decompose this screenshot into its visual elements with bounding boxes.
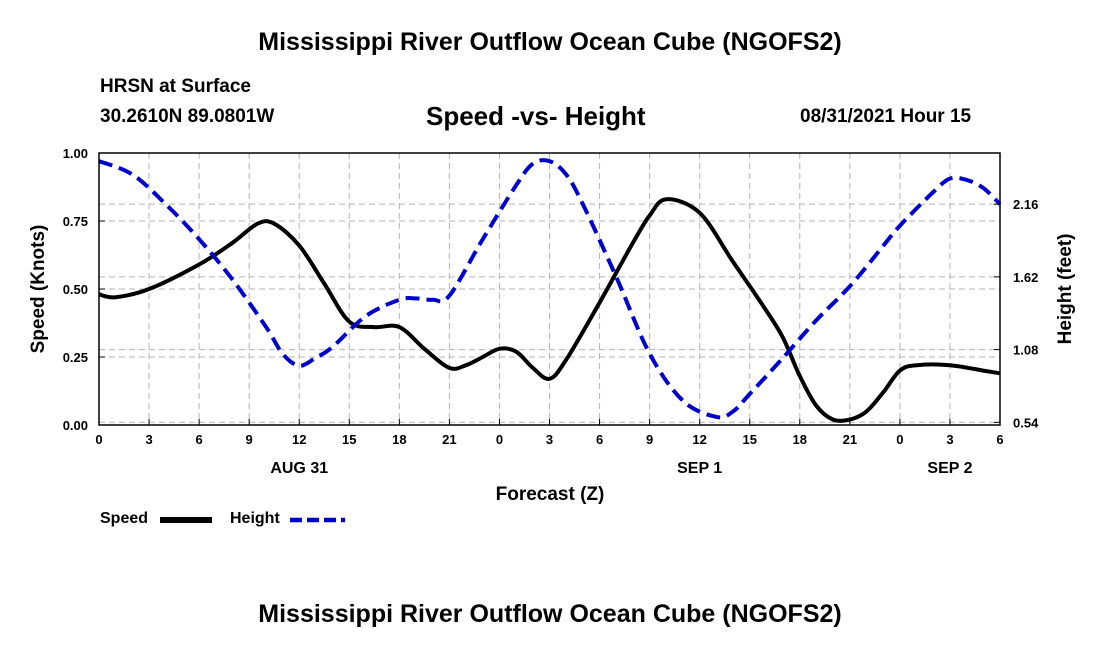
x-tick-label: 3 bbox=[145, 432, 152, 447]
series-group bbox=[98, 158, 1002, 423]
x-axis-label: Forecast (Z) bbox=[496, 484, 605, 505]
series-line-height bbox=[98, 158, 1002, 420]
x-tick-label: 21 bbox=[843, 432, 857, 447]
y2-tick-label: 1.08 bbox=[1013, 343, 1038, 358]
y-tick-label: 1.00 bbox=[63, 146, 88, 161]
page-title-top: Mississippi River Outflow Ocean Cube (NG… bbox=[258, 28, 842, 56]
y-axis-label: Speed (Knots) bbox=[28, 225, 49, 354]
date-label: AUG 31 bbox=[270, 460, 328, 477]
x-tick-label: 12 bbox=[292, 432, 306, 447]
tick-labels: 0 3 6 9 12 15 18 21 0 3 6 9 12 15 18 21 0 3 6 0.00 0.25 0.50 0… bbox=[63, 146, 1039, 477]
x-tick-label: 6 bbox=[996, 432, 1003, 447]
x-tick-label: 3 bbox=[946, 432, 953, 447]
x-tick-label: 21 bbox=[442, 432, 456, 447]
x-tick-label: 18 bbox=[392, 432, 406, 447]
x-tick-label: 15 bbox=[342, 432, 356, 447]
x-tick-label: 6 bbox=[195, 432, 202, 447]
y-tick-label: 0.50 bbox=[63, 282, 88, 297]
x-tick-label: 9 bbox=[646, 432, 653, 447]
legend-speed-swatch bbox=[160, 517, 212, 523]
y2-axis-label: Height (feet) bbox=[1055, 234, 1076, 345]
date-label: SEP 1 bbox=[677, 460, 722, 477]
x-tick-label: 18 bbox=[793, 432, 807, 447]
gridlines bbox=[99, 153, 1000, 425]
chart-title: Speed -vs- Height bbox=[426, 101, 646, 131]
y-tick-label: 0.00 bbox=[63, 418, 88, 433]
timestamp-label: 08/31/2021 Hour 15 bbox=[800, 106, 972, 127]
x-tick-label: 6 bbox=[596, 432, 603, 447]
x-tick-label: 12 bbox=[692, 432, 706, 447]
x-tick-label: 9 bbox=[246, 432, 253, 447]
page-title-bottom: Mississippi River Outflow Ocean Cube (NG… bbox=[258, 600, 842, 628]
series-line-speed bbox=[98, 197, 1001, 423]
x-tick-label: 0 bbox=[496, 432, 503, 447]
legend-height-label: Height bbox=[230, 510, 280, 527]
legend-height-swatch bbox=[290, 517, 345, 523]
date-label: SEP 2 bbox=[927, 460, 972, 477]
coordinates-label: 30.2610N 89.0801W bbox=[100, 106, 275, 127]
legend-speed-label: Speed bbox=[100, 510, 149, 527]
y-tick-label: 0.75 bbox=[63, 214, 88, 229]
station-label: HRSN at Surface bbox=[100, 76, 251, 97]
x-tick-label: 15 bbox=[742, 432, 756, 447]
y2-tick-label: 1.62 bbox=[1013, 270, 1038, 285]
y-tick-label: 0.25 bbox=[63, 350, 88, 365]
tick-marks bbox=[98, 152, 1001, 426]
y2-tick-label: 2.16 bbox=[1013, 197, 1038, 212]
x-tick-label: 3 bbox=[546, 432, 553, 447]
x-tick-label: 0 bbox=[95, 432, 102, 447]
x-tick-label: 0 bbox=[896, 432, 903, 447]
y2-tick-label: 0.54 bbox=[1013, 415, 1039, 430]
